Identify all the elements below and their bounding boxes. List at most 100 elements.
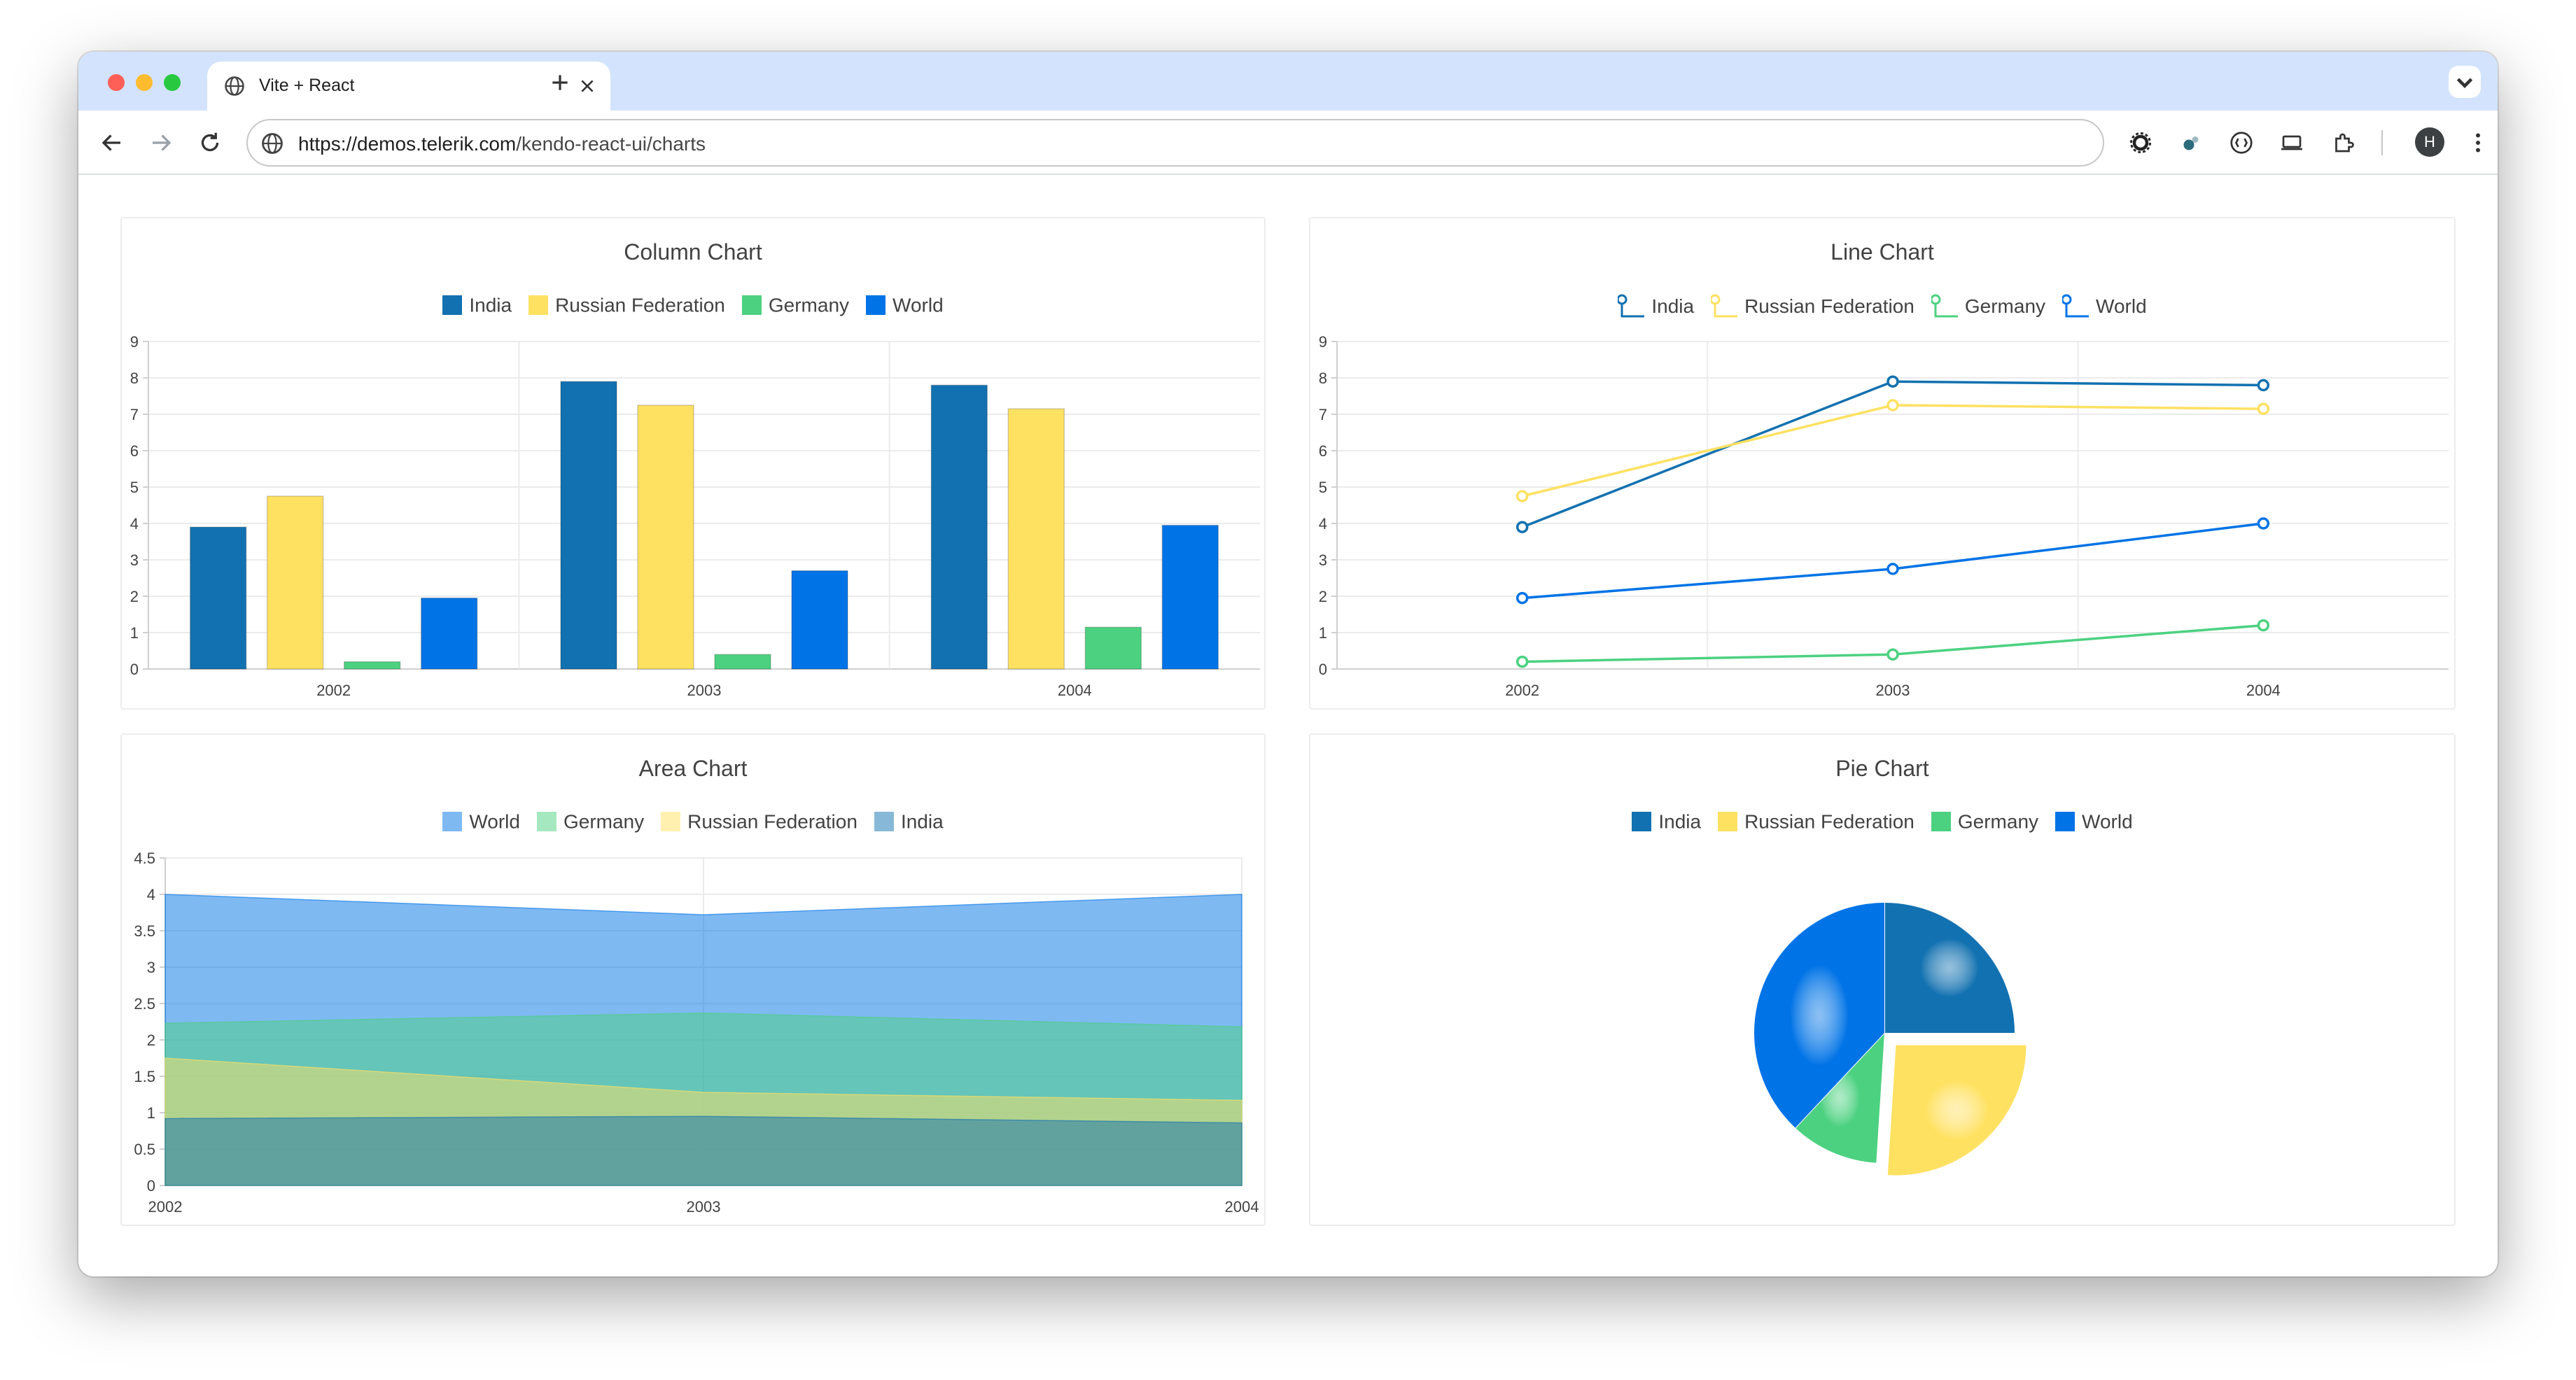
legend-label: Russian Federation [687, 810, 858, 833]
legend-swatch [661, 812, 681, 832]
bar-world-2004 [1161, 524, 1219, 670]
bar-russian-federation-2004 [1007, 408, 1065, 670]
legend-swatch [874, 812, 894, 832]
point-india-2004 [2257, 379, 2270, 392]
chart-legend: India Russian Federation Germany World [122, 293, 1264, 316]
legend-point [1616, 294, 1628, 305]
pie-slice-shade-world [1754, 903, 1884, 1128]
legend-item-india[interactable]: India [1616, 293, 1694, 321]
legend-point [2061, 294, 2072, 305]
chevron-down-icon [2456, 78, 2473, 89]
chart-legend: India Russian Federation Germany World [1310, 293, 2454, 321]
maximize-window-button[interactable] [164, 74, 181, 91]
profile-avatar[interactable]: H [2415, 127, 2444, 157]
y-tick-label: 7 [1319, 406, 1327, 423]
y-tick-label: 9 [1319, 333, 1327, 351]
y-tick-label: 2.5 [134, 995, 155, 1013]
legend-label: India [469, 294, 512, 316]
bar-india-2002 [189, 526, 247, 670]
cast-icon[interactable] [2279, 130, 2304, 155]
y-tick-label: 2 [1319, 588, 1327, 605]
point-russian-federation-2002 [1516, 490, 1529, 502]
area-series-india [164, 1115, 1242, 1186]
legend-label: India [1658, 810, 1702, 833]
url-text: https://demos.telerik.com/kendo-react-ui… [298, 133, 706, 155]
close-window-button[interactable] [108, 74, 125, 91]
legend-line [1714, 300, 1738, 318]
devtools-extension-icon[interactable] [2229, 130, 2254, 155]
x-tick-label: 2003 [687, 1198, 721, 1216]
back-arrow-icon[interactable] [99, 130, 125, 155]
extensions-puzzle-icon[interactable] [2331, 130, 2356, 155]
legend-label: India [900, 810, 944, 833]
area-chart-card: Area Chart World Germany Russian Federatio… [120, 733, 1266, 1226]
y-tick-label: 3 [130, 551, 139, 569]
bar-russian-federation-2003 [637, 404, 694, 670]
x-tick-label: 2002 [1505, 682, 1539, 699]
forward-arrow-icon[interactable] [148, 130, 174, 155]
bar-world-2003 [791, 570, 848, 670]
legend-swatch [1931, 812, 1951, 832]
legend-line [2065, 300, 2090, 318]
legend-item-india[interactable]: India [1632, 810, 1701, 833]
point-germany-2004 [2257, 619, 2270, 632]
gear-extension-icon[interactable] [2128, 130, 2153, 155]
y-tick-label: 8 [130, 369, 139, 387]
legend-item-germany[interactable]: Germany [1931, 810, 2038, 833]
pie-slice-shade-germany [1795, 1033, 1884, 1163]
legend-line-marker [1616, 294, 1645, 318]
tab-search-button[interactable] [2449, 66, 2481, 98]
legend-item-russian-federation[interactable]: Russian Federation [1709, 293, 1914, 321]
site-info-icon[interactable] [260, 132, 284, 155]
y-tick-label: 9 [130, 333, 139, 351]
column-chart: 0 1 2 3 4 5 6 7 8 9 2002 2003 2004 [130, 333, 1260, 699]
legend-label: Germany [1964, 295, 2046, 317]
legend-swatch [866, 295, 886, 316]
legend-item-world[interactable]: World [2061, 293, 2147, 321]
new-tab-icon[interactable] [549, 71, 571, 94]
legend-item-world[interactable]: World [442, 810, 520, 833]
legend-label: Russian Federation [555, 294, 725, 316]
y-tick-label: 1.5 [134, 1068, 155, 1085]
y-tick-label: 3.5 [134, 922, 155, 940]
url-path: /kendo-react-ui/charts [516, 133, 706, 155]
minimize-window-button[interactable] [136, 74, 153, 91]
legend-swatch [741, 295, 762, 316]
legend-point [1709, 294, 1721, 305]
legend-item-russian-federation[interactable]: Russian Federation [1718, 810, 1914, 833]
address-bar[interactable]: https://demos.telerik.com/kendo-react-ui… [246, 119, 2104, 167]
y-tick-label: 5 [1319, 479, 1327, 496]
browser-window: Vite + React [78, 52, 2498, 1276]
reload-icon[interactable] [197, 130, 223, 155]
color-extension-icon[interactable] [2178, 130, 2204, 155]
y-tick-label: 6 [130, 442, 139, 460]
point-world-2004 [2257, 517, 2270, 530]
y-tick-label: 0 [130, 661, 139, 678]
bar-india-2004 [930, 384, 988, 670]
legend-item-germany[interactable]: Germany [1930, 293, 2046, 321]
close-tab-icon[interactable] [578, 77, 596, 95]
legend-item-india[interactable]: India [874, 810, 944, 833]
legend-item-india[interactable]: India [442, 293, 512, 317]
legend-label: Russian Federation [1744, 295, 1914, 317]
legend-item-russian-federation[interactable]: Russian Federation [528, 293, 725, 317]
y-tick-label: 3 [1319, 551, 1327, 569]
pie-chart-card: Pie Chart India Russian Federation Germany… [1309, 733, 2456, 1226]
legend-item-world[interactable]: World [866, 293, 944, 317]
chart-title: Pie Chart [1835, 756, 1929, 781]
line-series-world [1522, 522, 2264, 600]
y-tick-label: 4.5 [134, 850, 155, 867]
point-india-2002 [1516, 521, 1529, 533]
more-options-icon[interactable] [2465, 130, 2491, 155]
page-content: Column Chart India Russian Federation Germ… [78, 175, 2498, 1276]
legend-item-germany[interactable]: Germany [536, 810, 644, 833]
legend-item-germany[interactable]: Germany [741, 293, 850, 317]
legend-item-russian-federation[interactable]: Russian Federation [661, 810, 858, 833]
legend-item-world[interactable]: World [2055, 810, 2133, 833]
pie-slice-shade-india [1884, 903, 2015, 1033]
legend-swatch [442, 295, 463, 316]
legend-label: Germany [768, 294, 850, 316]
chart-legend: India Russian Federation Germany World [1310, 809, 2454, 833]
browser-tab[interactable]: Vite + React [207, 62, 610, 111]
globe-icon [225, 76, 244, 96]
